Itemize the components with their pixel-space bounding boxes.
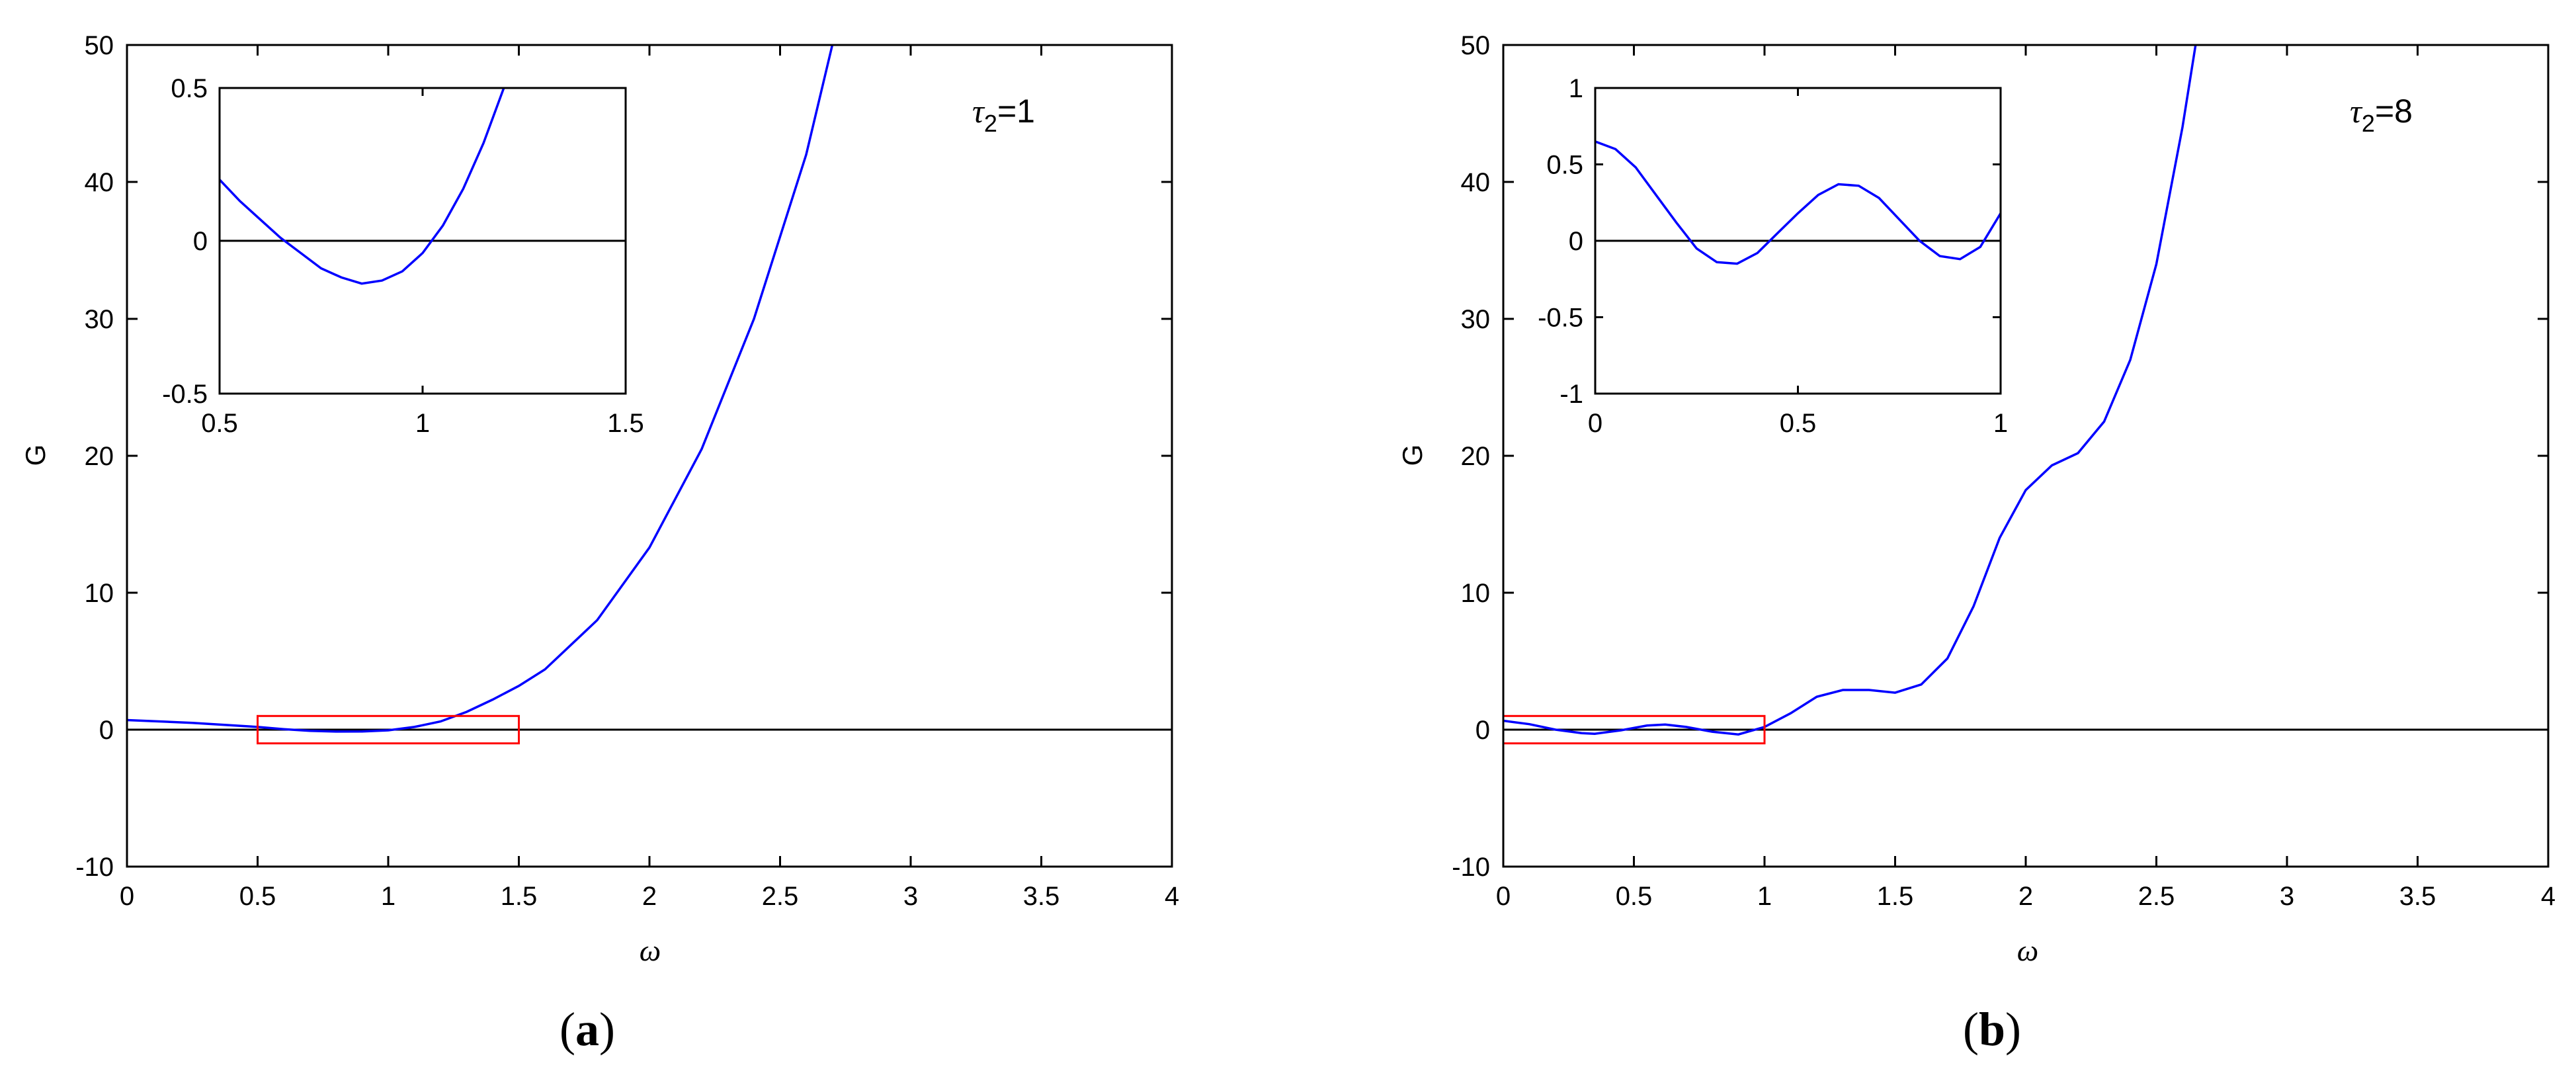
x-tick-label: 2 [2018, 882, 2033, 911]
x-tick-label: 1 [381, 882, 395, 911]
x-axis-title: ω [2017, 933, 2038, 967]
y-tick-label: 40 [1461, 168, 1491, 197]
caption-open: ( [1963, 1003, 1979, 1056]
inset-series-line [1595, 140, 2001, 265]
inset-y-tick-label: -0.5 [162, 380, 208, 409]
x-tick-label: 2.5 [762, 882, 799, 911]
x-tick-label: 3 [903, 882, 918, 911]
inset-y-tick-label: 1 [1569, 74, 1583, 103]
y-tick-label: -10 [1452, 853, 1490, 882]
y-tick-label: 30 [85, 305, 114, 334]
caption-letter: a [575, 1003, 599, 1056]
annotation-tau: τ2=1 [972, 93, 1035, 137]
x-tick-label: 0 [120, 882, 134, 911]
y-tick-label: 0 [99, 716, 114, 745]
x-tick-label: 0 [1496, 882, 1511, 911]
annotation-value: =8 [2375, 93, 2413, 130]
inset-series-line [220, 88, 505, 285]
y-tick-label: 10 [85, 579, 114, 608]
caption-letter: b [1979, 1003, 2005, 1056]
inset-y-tick-label: 0.5 [171, 74, 208, 103]
caption-close: ) [2005, 1003, 2021, 1056]
inset-x-tick-label: 1.5 [607, 409, 644, 438]
panel-caption: (a) [560, 1003, 615, 1056]
annotation-symbol: τ [972, 93, 985, 130]
x-tick-label: 2 [642, 882, 657, 911]
annotation-subscript: 2 [2362, 110, 2375, 137]
y-tick-label: -10 [75, 853, 114, 882]
y-tick-label: 40 [85, 168, 114, 197]
inset-y-tick-label: -1 [1559, 380, 1583, 409]
x-tick-label: 1 [1757, 882, 1772, 911]
x-tick-label: 0.5 [1616, 882, 1653, 911]
y-tick-label: 30 [1461, 305, 1491, 334]
x-tick-label: 0.5 [239, 882, 276, 911]
inset-x-tick-label: 1 [1993, 409, 2008, 438]
x-tick-label: 3 [2280, 882, 2294, 911]
zoom-box [257, 714, 520, 745]
annotation-tau: τ2=8 [2350, 93, 2413, 137]
inset-y-tick-label: 0 [1569, 227, 1583, 256]
inset-x-tick-label: 1 [415, 409, 430, 438]
y-axis-title: G [20, 445, 51, 466]
x-tick-label: 4 [2541, 882, 2555, 911]
y-tick-label: 50 [1461, 31, 1491, 60]
x-tick-label: 2.5 [2138, 882, 2175, 911]
inset-y-tick-label: 0 [193, 227, 208, 256]
panel-caption: (b) [1963, 1003, 2021, 1056]
y-tick-label: 20 [85, 442, 114, 471]
caption-close: ) [599, 1003, 615, 1056]
x-axis-title: ω [640, 933, 661, 967]
inset-x-tick-label: 0.5 [1780, 409, 1817, 438]
x-tick-label: 4 [1165, 882, 1179, 911]
inset-x-tick-label: 0.5 [201, 409, 238, 438]
x-tick-label: 3.5 [1023, 882, 1060, 911]
series-line [1503, 45, 2197, 736]
y-tick-label: 0 [1475, 716, 1490, 745]
annotation-value: =1 [997, 93, 1035, 130]
caption-open: ( [560, 1003, 575, 1056]
inset-y-tick-label: 0.5 [1546, 151, 1583, 180]
x-tick-label: 3.5 [2399, 882, 2436, 911]
inset-x-tick-label: 0 [1588, 409, 1602, 438]
y-axis-title: G [1397, 445, 1428, 466]
annotation-subscript: 2 [984, 110, 997, 137]
inset-y-tick-label: -0.5 [1538, 304, 1583, 333]
x-tick-label: 1.5 [501, 882, 538, 911]
y-tick-label: 20 [1461, 442, 1491, 471]
x-tick-label: 1.5 [1877, 882, 1914, 911]
annotation-symbol: τ [2350, 93, 2363, 130]
y-tick-label: 50 [85, 31, 114, 60]
y-tick-label: 10 [1461, 579, 1491, 608]
